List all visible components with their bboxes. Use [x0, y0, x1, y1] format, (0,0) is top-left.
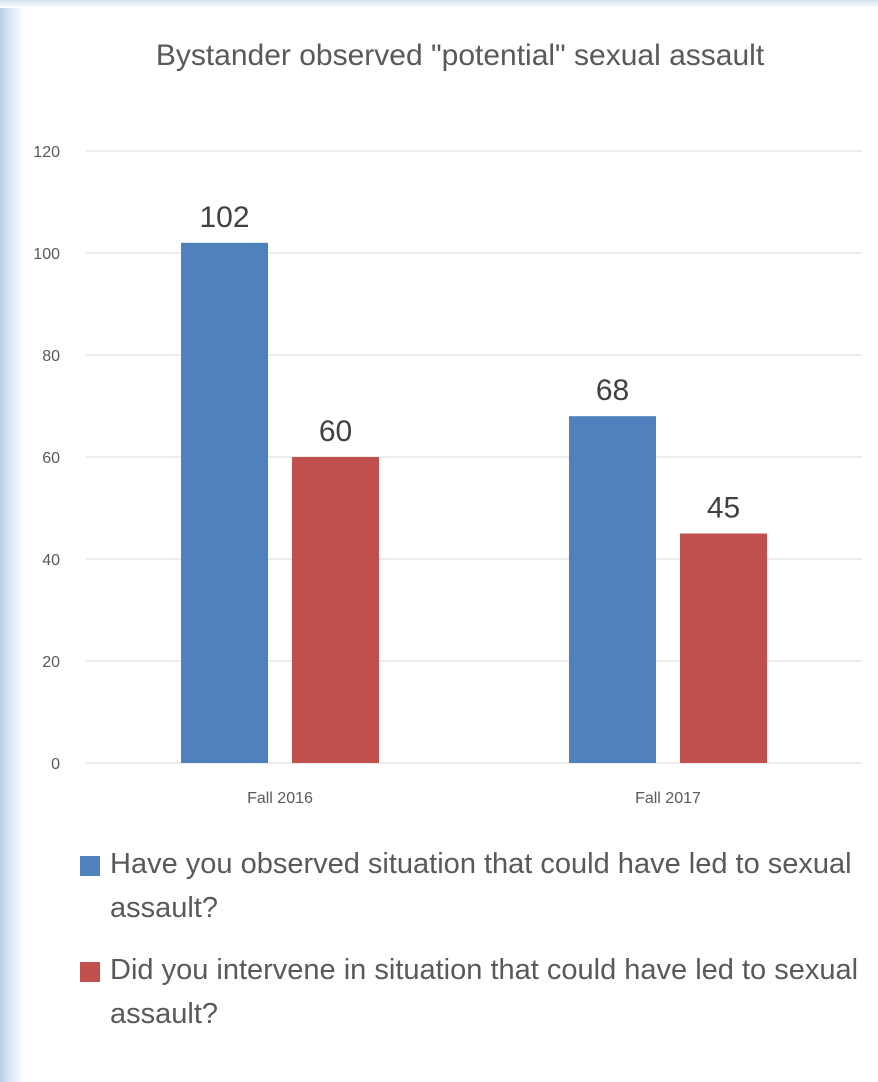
y-tick-label-60: 60 [42, 450, 60, 467]
legend-label-intervened: Did you intervene in situation that coul… [110, 954, 859, 1030]
data-label-1-1: 102 [199, 201, 249, 234]
bar-1-1 [181, 242, 268, 764]
data-label-2-2: 45 [707, 492, 740, 525]
data-label-2-1: 68 [596, 374, 629, 407]
y-tick-label-100: 100 [33, 246, 60, 263]
bar-1-2 [292, 457, 379, 763]
bar-2-2 [680, 533, 767, 763]
legend-item-observed: Have you observed situation that could h… [80, 842, 860, 930]
window-top-strip [0, 0, 878, 8]
legend-swatch-intervened [80, 962, 100, 982]
x-tick-label-2: Fall 2017 [635, 790, 701, 807]
data-label-1-2: 60 [319, 415, 352, 448]
legend-item-intervened: Did you intervene in situation that coul… [80, 948, 860, 1036]
y-tick-label-120: 120 [33, 144, 60, 161]
legend-swatch-observed [80, 856, 100, 876]
chart-legend: Have you observed situation that could h… [80, 842, 860, 1054]
chart-plot: 0 20 40 60 80 100 120 102 60 Fall 2016 68 45 Fall 20… [33, 144, 862, 807]
bar-2-1 [569, 416, 656, 763]
chart-area: Bystander observed "potential" sexual as… [33, 39, 862, 807]
y-tick-label-0: 0 [51, 756, 60, 773]
x-tick-label-1: Fall 2016 [247, 790, 313, 807]
y-tick-label-40: 40 [42, 552, 60, 569]
legend-label-observed: Have you observed situation that could h… [110, 848, 852, 924]
y-tick-label-20: 20 [42, 654, 60, 671]
chart-title: Bystander observed "potential" sexual as… [155, 39, 765, 72]
y-tick-label-80: 80 [42, 348, 60, 365]
